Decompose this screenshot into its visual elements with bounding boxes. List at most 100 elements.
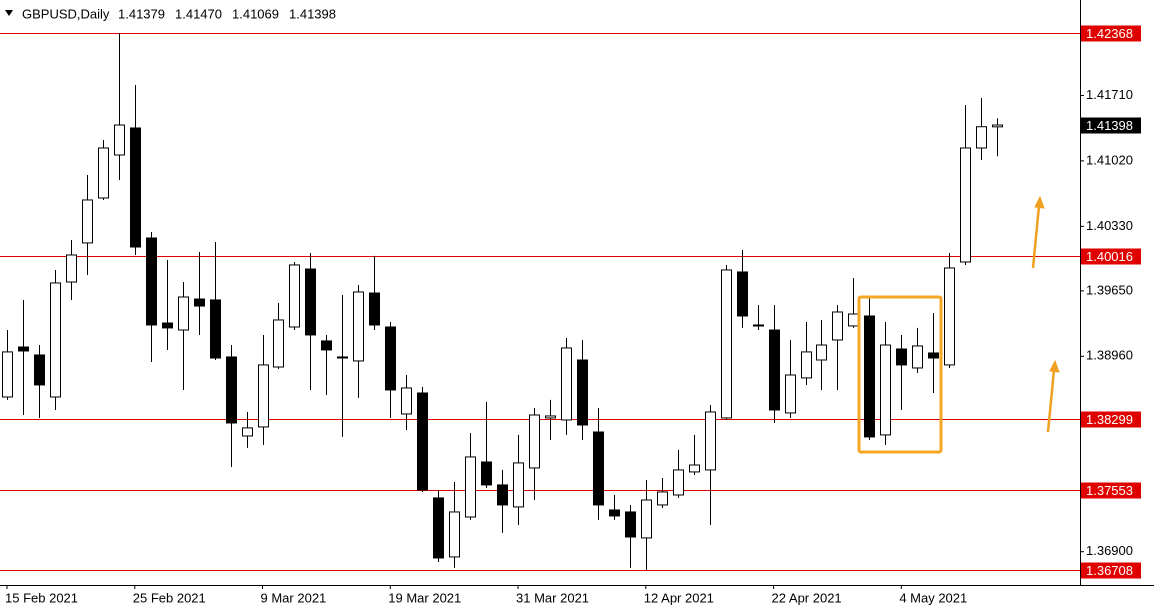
bearish-body [305, 268, 316, 336]
bearish-body [337, 356, 348, 359]
x-tick-label: 12 Apr 2021 [644, 590, 714, 605]
bearish-body [497, 484, 508, 506]
level-label: 1.38299 [1086, 412, 1133, 427]
bullish-body [912, 345, 923, 369]
level-label-bg [1081, 562, 1141, 579]
bearish-body [34, 354, 45, 386]
bullish-body [832, 311, 843, 341]
level-label: 1.42368 [1086, 26, 1133, 41]
bullish-body [976, 126, 987, 149]
x-tick-label: 9 Mar 2021 [261, 590, 327, 605]
arrows [1031, 195, 1060, 433]
bearish-body [321, 340, 332, 351]
bullish-body [992, 124, 1003, 128]
bullish-body [529, 414, 540, 469]
bullish-body [848, 313, 859, 327]
bullish-body [880, 344, 891, 436]
bullish-body [353, 291, 364, 362]
bullish-body [801, 351, 812, 379]
bullish-body [689, 464, 700, 473]
bearish-body [753, 324, 764, 327]
level-label: 1.37553 [1086, 483, 1133, 498]
bearish-body [162, 322, 173, 329]
y-tick-label: 1.38960 [1086, 348, 1133, 363]
bullish-body [721, 269, 732, 419]
bearish-body [593, 431, 604, 506]
bearish-body [577, 359, 588, 426]
bearish-body [433, 497, 444, 559]
bullish-body [960, 147, 971, 263]
bullish-body [114, 124, 125, 156]
bullish-body [465, 456, 476, 518]
bullish-body [944, 267, 955, 366]
bullish-body [561, 347, 572, 421]
header-value: 1.41379 [118, 6, 165, 21]
bullish-body [545, 415, 556, 419]
bullish-body [289, 264, 300, 328]
highlight-box [857, 295, 943, 454]
x-tick-label: 15 Feb 2021 [5, 590, 78, 605]
bullish-body [66, 254, 77, 283]
bullish-body [673, 469, 684, 496]
last-price-label: 1.41398 [1086, 118, 1133, 133]
bullish-body [178, 296, 189, 331]
candles [2, 33, 1003, 570]
level-label: 1.36708 [1086, 563, 1133, 578]
arrowhead [1049, 359, 1060, 373]
x-tick-label: 31 Mar 2021 [516, 590, 589, 605]
y-tick-label: 1.36900 [1086, 543, 1133, 558]
arrow [1046, 369, 1056, 433]
bullish-body [273, 319, 284, 368]
bearish-body [896, 348, 907, 366]
bullish-body [258, 364, 269, 428]
bearish-body [18, 346, 29, 352]
bearish-body [146, 237, 157, 326]
header-value: 1.41398 [289, 6, 336, 21]
bullish-body [50, 282, 61, 398]
header-value: 1.41470 [175, 6, 222, 21]
x-tick-label: 4 May 2021 [899, 590, 967, 605]
header-value: 1.41069 [232, 6, 279, 21]
bullish-body [657, 491, 668, 506]
collapse-triangle[interactable] [5, 10, 13, 16]
arrowhead [1034, 195, 1045, 209]
y-tick-label: 1.40330 [1086, 218, 1133, 233]
bullish-body [641, 499, 652, 539]
arrow [1031, 205, 1041, 269]
bearish-body [369, 292, 380, 326]
bearish-body [417, 392, 428, 491]
level-label-bg [1081, 411, 1141, 428]
bullish-body [513, 462, 524, 508]
bearish-body [625, 511, 636, 538]
bearish-body [210, 299, 221, 359]
bullish-body [98, 147, 109, 199]
bullish-body [2, 351, 13, 398]
level-label-bg [1081, 482, 1141, 499]
bearish-body [928, 352, 939, 359]
y-tick-label: 1.39650 [1086, 282, 1133, 297]
bullish-body [816, 344, 827, 361]
bearish-body [130, 127, 141, 248]
bearish-body [385, 326, 396, 391]
header-values: 1.41379 1.41470 1.41069 1.41398 [118, 6, 336, 21]
y-tick-label: 1.41020 [1086, 152, 1133, 167]
chart-title: GBPUSD,Daily [22, 6, 110, 21]
bearish-body [864, 315, 875, 438]
last-price-bg [1081, 117, 1141, 134]
bullish-body [785, 374, 796, 414]
x-tick-label: 19 Mar 2021 [388, 590, 461, 605]
bearish-body [737, 271, 748, 317]
bearish-body [769, 329, 780, 411]
bearish-body [194, 298, 205, 307]
bullish-body [705, 411, 716, 471]
level-label: 1.40016 [1086, 249, 1133, 264]
bearish-body [609, 509, 620, 517]
x-tick-label: 25 Feb 2021 [133, 590, 206, 605]
x-tick-label: 22 Apr 2021 [772, 590, 842, 605]
bearish-body [481, 461, 492, 486]
bullish-body [449, 511, 460, 558]
bullish-body [242, 427, 253, 437]
